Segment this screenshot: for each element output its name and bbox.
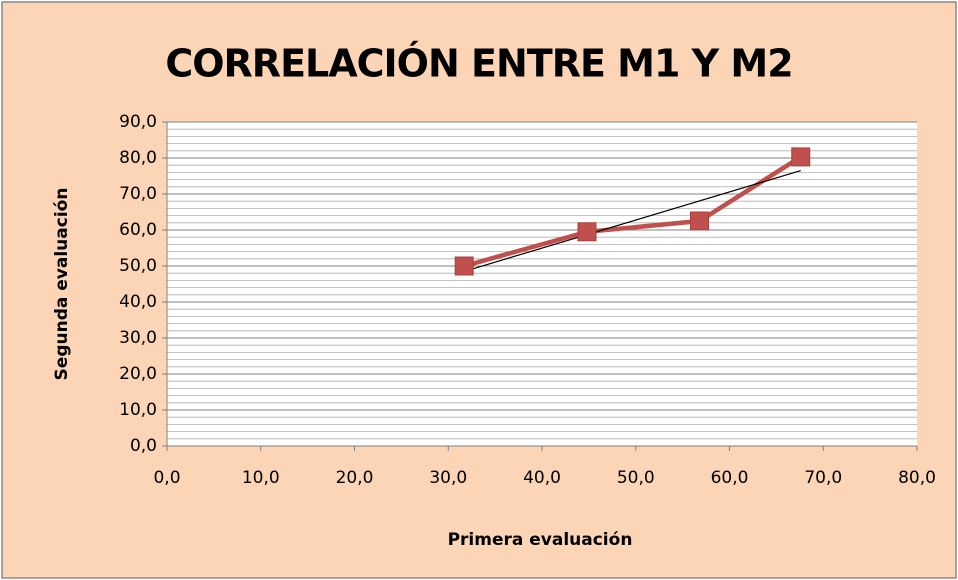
y-tick-label: 0,0 xyxy=(130,436,157,456)
series-line xyxy=(463,155,802,269)
y-axis-label: Segunda evaluación xyxy=(52,188,72,381)
x-tick-label: 20,0 xyxy=(336,468,374,488)
chart-title: CORRELACIÓN ENTRE M1 Y M2 xyxy=(165,42,792,86)
x-tick-label: 40,0 xyxy=(523,468,561,488)
y-tick-label: 80,0 xyxy=(119,148,157,168)
plot-area xyxy=(167,122,917,446)
x-tick-label: 70,0 xyxy=(804,468,842,488)
y-tick-label: 90,0 xyxy=(119,112,157,132)
x-tick-label: 80,0 xyxy=(898,468,936,488)
x-axis-label: Primera evaluación xyxy=(448,530,633,550)
y-tick-label: 20,0 xyxy=(119,364,157,384)
trendline xyxy=(464,170,801,272)
marker xyxy=(577,222,597,242)
marker xyxy=(791,147,811,167)
y-tick-label: 70,0 xyxy=(119,184,157,204)
marker xyxy=(454,256,474,276)
y-tick-label: 40,0 xyxy=(119,292,157,312)
marker xyxy=(690,211,709,231)
x-tick-label: 50,0 xyxy=(617,468,655,488)
x-tick-label: 0,0 xyxy=(153,468,180,488)
y-tick-label: 50,0 xyxy=(119,256,157,276)
y-tick-label: 10,0 xyxy=(119,400,157,420)
x-tick-label: 10,0 xyxy=(242,468,280,488)
y-tick-label: 60,0 xyxy=(119,220,157,240)
x-tick-label: 30,0 xyxy=(429,468,467,488)
y-tick-label: 30,0 xyxy=(119,328,157,348)
x-tick-label: 60,0 xyxy=(711,468,749,488)
